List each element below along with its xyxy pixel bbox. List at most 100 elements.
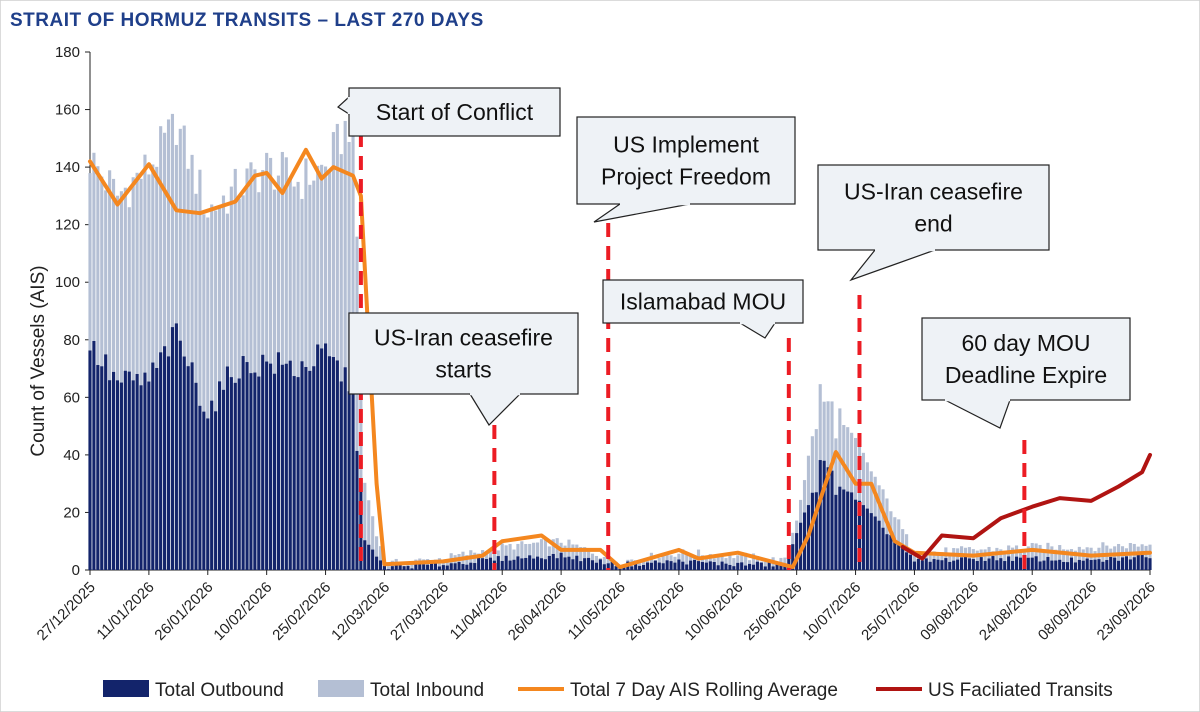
inbound-bar: [1050, 546, 1054, 570]
inbound-bar: [339, 154, 343, 570]
inbound-bar: [520, 541, 524, 570]
callout-label: US Implement: [613, 132, 759, 158]
outbound-bar: [245, 362, 249, 570]
inbound-bar: [198, 169, 202, 570]
outbound-bar: [214, 411, 218, 570]
outbound-bar: [104, 354, 108, 570]
inbound-bar: [987, 546, 991, 570]
inbound-bar: [1128, 543, 1132, 570]
outbound-bar: [217, 381, 222, 570]
outbound-bar: [775, 563, 779, 570]
inbound-bar: [763, 561, 767, 570]
inbound-bar: [995, 547, 999, 570]
outbound-bar: [429, 562, 434, 570]
outbound-bar: [602, 564, 606, 570]
inbound-bar: [524, 544, 528, 570]
inbound-bar: [602, 556, 606, 570]
outbound-bar: [1113, 557, 1117, 570]
outbound-bar: [983, 560, 987, 570]
outbound-bar: [249, 373, 253, 570]
outbound-bar: [367, 544, 371, 570]
inbound-bar: [751, 553, 756, 570]
outbound-bar: [901, 548, 905, 570]
outbound-bar: [237, 378, 241, 570]
outbound-bar: [1089, 560, 1093, 570]
inbound-bar: [426, 559, 430, 570]
outbound-bar: [453, 563, 457, 570]
x-tick-label: 10/06/2026: [681, 579, 746, 644]
outbound-bar: [1011, 560, 1015, 570]
chart-title: STRAIT OF HORMUZ TRANSITS – LAST 270 DAY…: [10, 10, 484, 31]
callout-label: starts: [435, 357, 491, 383]
outbound-bar: [740, 562, 744, 570]
outbound-bar: [771, 566, 775, 570]
outbound-bar: [728, 564, 732, 570]
outbound-bar: [956, 559, 960, 570]
inbound-bar: [445, 559, 449, 570]
outbound-bar: [877, 520, 881, 570]
inbound-bar: [1077, 546, 1081, 570]
outbound-bar: [912, 561, 917, 570]
callout-box: [921, 317, 1131, 401]
outbound-bar: [1038, 561, 1042, 570]
inbound-bar: [131, 177, 135, 570]
outbound-bar: [477, 558, 481, 570]
outbound-bar: [1148, 558, 1152, 570]
outbound-bar: [1003, 561, 1007, 570]
inbound-bar: [143, 154, 147, 570]
legend-swatch: [318, 680, 364, 697]
callout-box: [576, 116, 796, 205]
outbound-bar: [528, 555, 532, 570]
callout-label: Islamabad MOU: [620, 289, 786, 315]
outbound-bar: [547, 555, 551, 570]
outbound-bar: [284, 363, 288, 570]
outbound-bar: [575, 555, 579, 570]
inbound-bar: [182, 125, 186, 570]
outbound-bar: [669, 561, 673, 570]
inbound-bar: [296, 181, 300, 571]
outbound-bar: [551, 553, 555, 570]
outbound-bar: [1069, 557, 1074, 570]
outbound-bar: [967, 558, 971, 570]
outbound-bar: [543, 559, 547, 570]
outbound-bar: [1014, 556, 1019, 570]
inbound-bar: [210, 204, 214, 570]
outbound-bar: [500, 560, 504, 570]
x-tick-label: 25/06/2026: [740, 579, 805, 644]
inbound-bar: [214, 210, 218, 570]
outbound-bar: [861, 505, 865, 570]
inbound-bar: [1003, 550, 1007, 570]
inbound-bar: [367, 500, 371, 570]
outbound-bar: [178, 340, 182, 570]
outbound-bar: [1124, 556, 1129, 570]
outbound-bar: [202, 411, 206, 570]
outbound-bar: [720, 561, 724, 570]
outbound-bar: [606, 563, 610, 570]
inbound-bar: [233, 168, 237, 570]
outbound-bar: [535, 556, 540, 570]
outbound-bar: [1050, 560, 1054, 570]
inbound-bar: [375, 536, 379, 570]
inbound-bar: [638, 559, 642, 570]
inbound-bar: [728, 552, 732, 570]
outbound-bar: [131, 380, 135, 570]
outbound-bar: [123, 370, 127, 570]
outbound-bar: [767, 561, 771, 570]
outbound-bar: [163, 346, 167, 570]
outbound-bar: [229, 377, 233, 570]
outbound-bar: [484, 559, 489, 570]
callout-box: [602, 279, 804, 324]
inbound-bar: [1097, 547, 1101, 570]
outbound-bar: [1054, 560, 1058, 570]
inbound-bar: [983, 549, 987, 570]
outbound-bar: [893, 540, 897, 570]
outbound-bar: [127, 371, 131, 570]
outbound-bar: [210, 400, 214, 570]
outbound-bar: [426, 564, 430, 570]
outbound-bar: [1030, 557, 1034, 570]
outbound-bar: [865, 508, 869, 570]
inbound-bar: [166, 119, 171, 570]
outbound-bar: [343, 367, 347, 570]
inbound-bar: [1042, 550, 1046, 570]
y-axis-label: Count of Vessels (AIS): [28, 265, 49, 456]
